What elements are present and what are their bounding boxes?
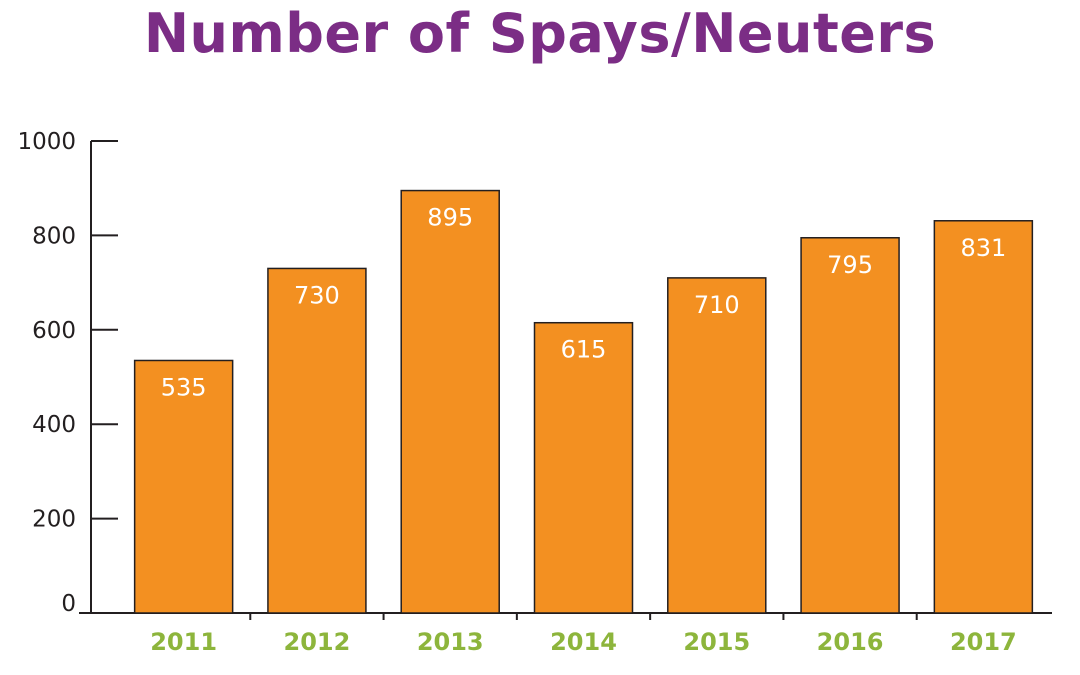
data-labels: 535 730 895 615 710 795 831 (161, 204, 1007, 402)
bars (133, 189, 1034, 614)
y-axis: 0 200 400 600 800 1000 (17, 129, 118, 617)
bar-2016 (800, 237, 900, 614)
x-tick-label-2015: 2015 (683, 628, 750, 656)
data-label-2011: 535 (161, 373, 207, 401)
bar-2011 (133, 359, 234, 614)
y-tick-label: 400 (32, 412, 76, 438)
x-tick-label-2013: 2013 (417, 628, 484, 656)
y-tick-label: 200 (32, 507, 76, 533)
chart-title: Number of Spays/Neuters (143, 2, 937, 65)
y-tick-label: 800 (32, 223, 76, 249)
data-label-2013: 895 (427, 204, 473, 232)
data-label-2014: 615 (561, 336, 607, 364)
data-label-2015: 710 (694, 291, 740, 319)
data-label-2017: 831 (960, 234, 1006, 262)
bar-2012 (267, 267, 367, 614)
y-tick-label: 600 (32, 318, 76, 344)
bar-2013 (400, 189, 500, 614)
bar-2017 (933, 220, 1034, 614)
y-tick-label: 0 (61, 591, 76, 617)
x-tick-label-2016: 2016 (817, 628, 884, 656)
y-tick-label: 1000 (17, 129, 76, 155)
x-tick-label-2011: 2011 (150, 628, 217, 656)
x-tick-label-2017: 2017 (950, 628, 1017, 656)
bar-2014 (533, 321, 634, 614)
x-tick-label-2012: 2012 (284, 628, 351, 656)
x-tick-label-2014: 2014 (550, 628, 617, 656)
x-axis: 2011 2012 2013 2014 2015 2016 2017 (79, 612, 1052, 656)
data-label-2012: 730 (294, 281, 340, 309)
data-label-2016: 795 (827, 251, 873, 279)
bar-2015 (667, 277, 767, 614)
